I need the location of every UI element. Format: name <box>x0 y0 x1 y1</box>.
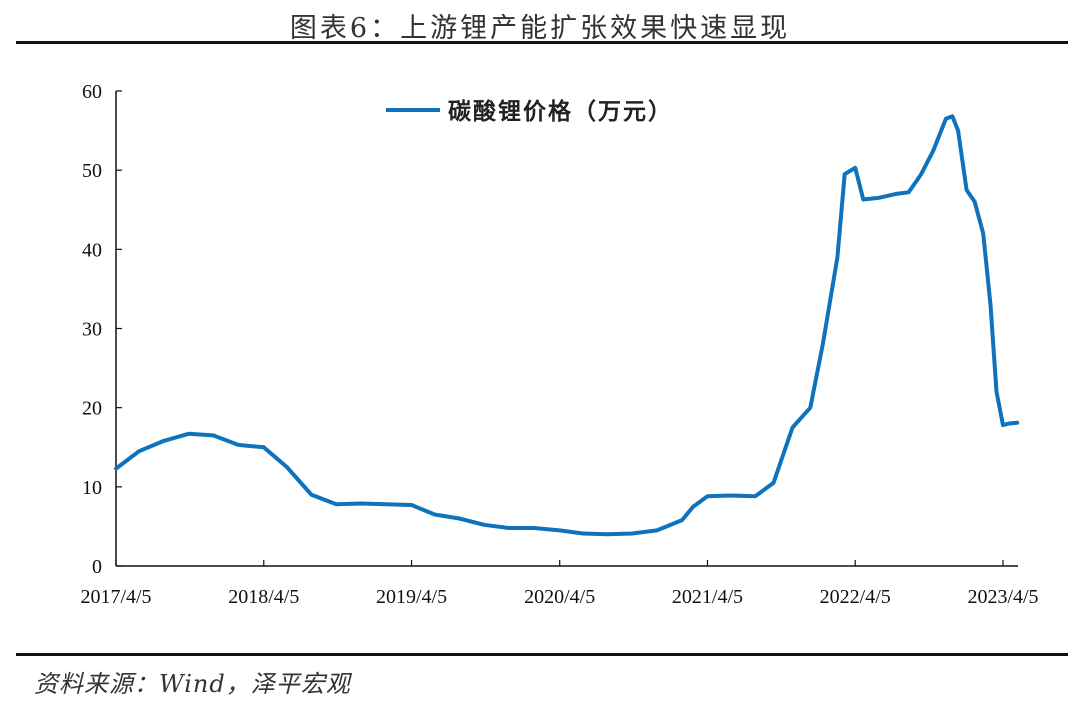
y-tick-label: 0 <box>92 556 102 578</box>
chart-axes <box>115 91 1018 567</box>
y-tick-label: 10 <box>82 477 102 499</box>
y-tick-label: 60 <box>82 81 102 103</box>
y-tick-label: 40 <box>82 239 102 261</box>
x-tick-label: 2020/4/5 <box>524 586 595 608</box>
x-tick-label: 2017/4/5 <box>80 586 151 608</box>
x-axis-ticks: 2017/4/5 2018/4/5 2019/4/5 2020/4/5 2021/4/5… <box>80 560 1039 608</box>
y-tick-label: 50 <box>82 160 102 182</box>
series-group <box>114 114 1020 537</box>
x-tick-label: 2023/4/5 <box>967 586 1038 608</box>
legend: 碳酸锂价格（万元） <box>386 98 673 125</box>
chart-title: 图表6：上游锂产能扩张效果快速显现 <box>289 13 791 44</box>
legend-label: 碳酸锂价格（万元） <box>448 98 673 125</box>
y-tick-label: 20 <box>82 398 102 420</box>
x-tick-label: 2021/4/5 <box>672 586 743 608</box>
source-note: 资料来源：Wind，泽平宏观 <box>34 670 351 698</box>
y-tick-label: 30 <box>82 319 102 341</box>
bottom-rule <box>16 653 1068 656</box>
x-tick-label: 2022/4/5 <box>820 586 891 608</box>
x-tick-label: 2019/4/5 <box>376 586 447 608</box>
top-rule <box>16 41 1068 44</box>
series-line <box>114 114 1020 537</box>
x-tick-label: 2018/4/5 <box>228 586 299 608</box>
y-axis-ticks: 0 10 20 30 40 50 60 <box>82 81 122 578</box>
